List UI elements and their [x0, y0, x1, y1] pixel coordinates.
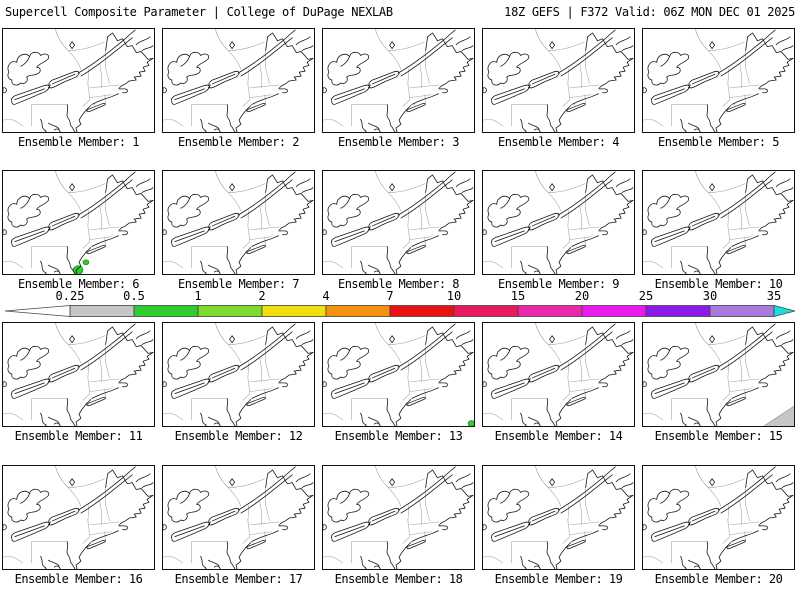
model-valid-time: 18Z GEFS | F372 Valid: 06Z MON DEC 01 20…: [504, 5, 795, 19]
colorbar-segment-10: [709, 305, 775, 317]
ensemble-panel-17: Ensemble Member: 17: [162, 465, 315, 586]
colorbar-segment-6: [453, 305, 519, 317]
colorbar-segment-0: [69, 305, 135, 317]
forecast-map-member-2: [162, 28, 315, 133]
colorbar-tick-30: 30: [702, 289, 718, 303]
forecast-map-member-10: [642, 170, 795, 275]
colorbar-tick-20: 20: [574, 289, 590, 303]
colorbar-segment-2: [197, 305, 263, 317]
ensemble-panel-6: Ensemble Member: 6: [2, 170, 155, 291]
ensemble-panel-1: Ensemble Member: 1: [2, 28, 155, 149]
colorbar-tick-2: 2: [258, 289, 266, 303]
colorbar-segment-3: [261, 305, 327, 317]
ensemble-panel-11: Ensemble Member: 11: [2, 322, 155, 443]
forecast-map-member-14: [482, 322, 635, 427]
ensemble-member-label-3: Ensemble Member: 3: [337, 135, 460, 149]
colorbar-segment-4: [325, 305, 391, 317]
ensemble-member-label-2: Ensemble Member: 2: [177, 135, 300, 149]
ensemble-panel-15: Ensemble Member: 15: [642, 322, 795, 443]
ensemble-member-label-8: Ensemble Member: 8: [337, 277, 460, 291]
scp-region-member-15: [763, 405, 794, 426]
colorbar-tick-10: 10: [446, 289, 462, 303]
colorbar-segment-1: [133, 305, 199, 317]
ensemble-member-label-12: Ensemble Member: 12: [174, 429, 303, 443]
forecast-map-member-17: [162, 465, 315, 570]
ensemble-panel-19: Ensemble Member: 19: [482, 465, 635, 586]
forecast-map-member-18: [322, 465, 475, 570]
forecast-map-member-8: [322, 170, 475, 275]
ensemble-member-label-1: Ensemble Member: 1: [17, 135, 140, 149]
ensemble-panel-13: Ensemble Member: 13: [322, 322, 475, 443]
forecast-map-member-12: [162, 322, 315, 427]
colorbar-tick-4: 4: [322, 289, 330, 303]
ensemble-member-label-15: Ensemble Member: 15: [654, 429, 783, 443]
forecast-map-member-20: [642, 465, 795, 570]
product-title: Supercell Composite Parameter | College …: [5, 5, 393, 19]
forecast-map-member-4: [482, 28, 635, 133]
colorbar-tick-0.25: 0.25: [55, 289, 85, 303]
ensemble-panel-2: Ensemble Member: 2: [162, 28, 315, 149]
colorbar-left-arrow: [5, 305, 71, 317]
forecast-map-member-5: [642, 28, 795, 133]
ensemble-panel-10: Ensemble Member: 10: [642, 170, 795, 291]
scp-region-member-13: [467, 420, 474, 426]
forecast-map-member-11: [2, 322, 155, 427]
colorbar-tick-35: 35: [766, 289, 782, 303]
ensemble-panel-18: Ensemble Member: 18: [322, 465, 475, 586]
colorbar-tick-15: 15: [510, 289, 526, 303]
colorbar-tick-25: 25: [638, 289, 654, 303]
colorbar-right-arrow: [773, 305, 795, 318]
ensemble-panel-16: Ensemble Member: 16: [2, 465, 155, 586]
ensemble-panel-3: Ensemble Member: 3: [322, 28, 475, 149]
forecast-map-member-6: [2, 170, 155, 275]
colorbar: 0.25 0.5 1 2 4 7 10 15 20 25 30 35: [0, 289, 800, 319]
colorbar-segment-9: [645, 305, 711, 317]
ensemble-member-label-19: Ensemble Member: 19: [494, 572, 623, 586]
ensemble-member-label-9: Ensemble Member: 9: [497, 277, 620, 291]
ensemble-member-label-20: Ensemble Member: 20: [654, 572, 783, 586]
forecast-map-member-1: [2, 28, 155, 133]
colorbar-tick-0.5: 0.5: [123, 289, 145, 303]
ensemble-member-label-5: Ensemble Member: 5: [657, 135, 780, 149]
ensemble-member-label-16: Ensemble Member: 16: [14, 572, 143, 586]
forecast-map-member-3: [322, 28, 475, 133]
ensemble-member-label-4: Ensemble Member: 4: [497, 135, 620, 149]
forecast-map-member-16: [2, 465, 155, 570]
colorbar-segment-8: [581, 305, 647, 317]
scp-region-member-6: [82, 259, 90, 265]
ensemble-member-label-14: Ensemble Member: 14: [494, 429, 623, 443]
ensemble-member-label-7: Ensemble Member: 7: [177, 277, 300, 291]
forecast-map-member-15: [642, 322, 795, 427]
ensemble-panel-5: Ensemble Member: 5: [642, 28, 795, 149]
forecast-map-member-9: [482, 170, 635, 275]
ensemble-panel-4: Ensemble Member: 4: [482, 28, 635, 149]
forecast-map-member-19: [482, 465, 635, 570]
ensemble-panel-9: Ensemble Member: 9: [482, 170, 635, 291]
ensemble-member-label-18: Ensemble Member: 18: [334, 572, 463, 586]
ensemble-member-label-11: Ensemble Member: 11: [14, 429, 143, 443]
ensemble-member-label-17: Ensemble Member: 17: [174, 572, 303, 586]
colorbar-segment-7: [517, 305, 583, 317]
ensemble-panel-12: Ensemble Member: 12: [162, 322, 315, 443]
ensemble-panel-8: Ensemble Member: 8: [322, 170, 475, 291]
ensemble-member-label-13: Ensemble Member: 13: [334, 429, 463, 443]
ensemble-panel-14: Ensemble Member: 14: [482, 322, 635, 443]
colorbar-tick-1: 1: [194, 289, 202, 303]
forecast-map-member-7: [162, 170, 315, 275]
ensemble-panel-20: Ensemble Member: 20: [642, 465, 795, 586]
colorbar-scale: [5, 305, 795, 318]
ensemble-panel-7: Ensemble Member: 7: [162, 170, 315, 291]
colorbar-tick-7: 7: [386, 289, 394, 303]
forecast-map-member-13: [322, 322, 475, 427]
ensemble-member-label-6: Ensemble Member: 6: [17, 277, 140, 291]
ensemble-member-label-10: Ensemble Member: 10: [654, 277, 783, 291]
colorbar-segment-5: [389, 305, 455, 317]
